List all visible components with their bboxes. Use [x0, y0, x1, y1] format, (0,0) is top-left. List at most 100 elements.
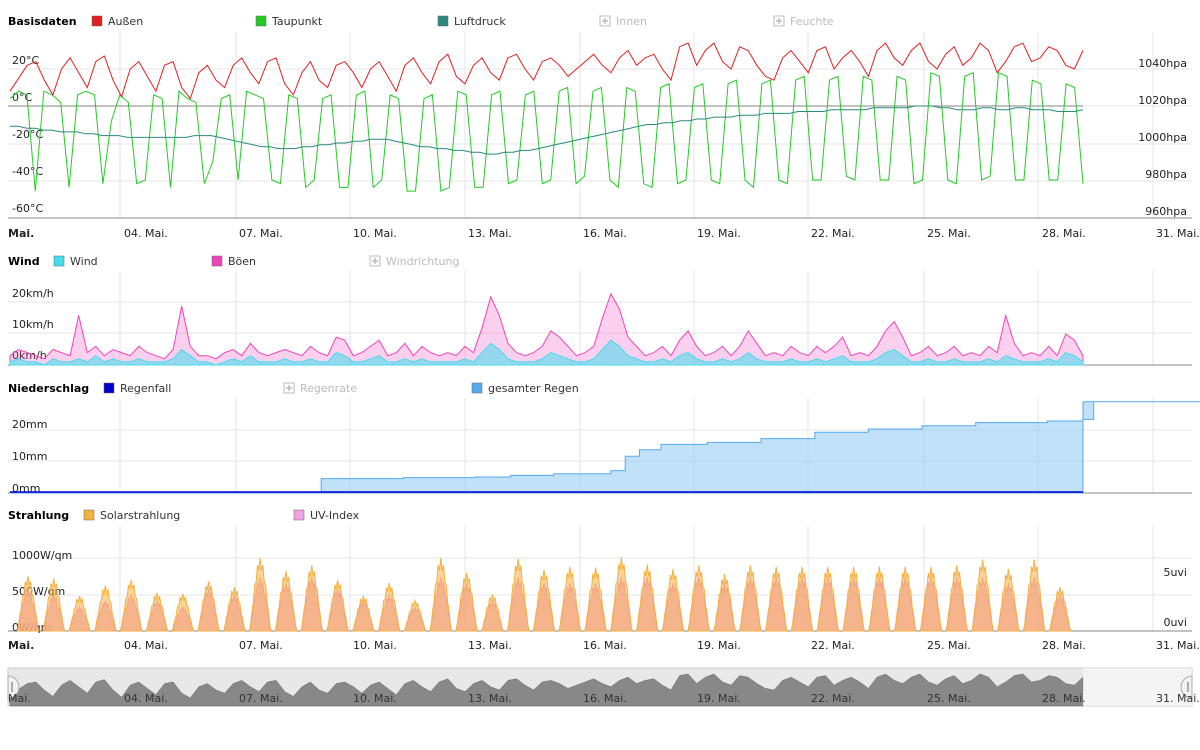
y-right-tick-1: 1020hpa [1138, 94, 1187, 107]
x-tick-basis-1: 04. Mai. [124, 227, 168, 240]
navigator-tick-4: 13. Mai. [468, 692, 512, 705]
legend-label: Regenrate [300, 382, 357, 395]
legend-item-luftdruck[interactable]: Luftdruck [437, 15, 506, 28]
y-right-tick-3: 980hpa [1145, 168, 1187, 181]
x-tick-solar-2: 07. Mai. [239, 639, 283, 652]
legend-label: UV-Index [310, 509, 360, 522]
y-left-wind-tick-0: 20km/h [12, 287, 54, 300]
y-right-tick-4: 960hpa [1145, 205, 1187, 218]
y-left-wind-tick-1: 10km/h [12, 318, 54, 331]
legend-item-regenfall[interactable]: Regenfall [103, 382, 171, 395]
series-luftdruck [10, 105, 1084, 155]
navigator-series [9, 673, 1084, 707]
x-tick-basis-7: 22. Mai. [811, 227, 855, 240]
solar-peak [790, 566, 814, 632]
solar-peak [532, 569, 556, 632]
solar-peak [274, 571, 298, 632]
y-right-tick-0: 1040hpa [1138, 57, 1187, 70]
legend-item-taupunkt[interactable]: Taupunkt [255, 15, 323, 28]
x-tick-basis-5: 16. Mai. [583, 227, 627, 240]
solar-peak [68, 595, 91, 632]
x-tick-solar-0: Mai. [8, 639, 34, 652]
solar-peak [16, 576, 40, 632]
y-left-rain-tick-0: 20mm [12, 418, 47, 431]
legend-item-uv-index[interactable]: UV-Index [293, 509, 360, 522]
y-left-tick-2: -20°C [12, 128, 43, 141]
solar-peak [171, 593, 195, 632]
series-wind [9, 339, 1084, 366]
navigator-tick-10: 31. Mai. [1156, 692, 1200, 705]
solar-peak [1022, 559, 1046, 632]
x-tick-basis-9: 28. Mai. [1042, 227, 1086, 240]
legend-item-solarstrahlung[interactable]: Solarstrahlung [83, 509, 180, 522]
legend-item-innen[interactable]: Innen [599, 15, 647, 28]
navigator-left-handle[interactable] [7, 675, 20, 699]
solar-peak [300, 565, 324, 632]
solar-peak [971, 559, 994, 632]
solar-peak [997, 568, 1020, 632]
y-left-wind-tick-2: 0km/h [12, 349, 47, 362]
legend-item-feuchte[interactable]: Feuchte [773, 15, 834, 28]
x-tick-basis-0: Mai. [8, 227, 34, 240]
x-tick-basis-3: 10. Mai. [353, 227, 397, 240]
series-boeen [9, 292, 1084, 366]
navigator-tick-9: 28. Mai. [1042, 692, 1086, 705]
legend-item-gesamter regen[interactable]: gesamter Regen [471, 382, 579, 395]
solar-peak [248, 557, 272, 632]
solar-peak [119, 579, 143, 632]
solar-peak [687, 565, 711, 632]
solar-peak [764, 566, 788, 632]
legend-item-wind[interactable]: Wind [53, 255, 98, 268]
legend-label: gesamter Regen [488, 382, 579, 395]
solar-peak [713, 574, 736, 632]
y-left-tick-0: 20°C [12, 54, 39, 67]
legend-item-windrichtung[interactable]: Windrichtung [369, 255, 459, 268]
legend-label: Taupunkt [271, 15, 323, 28]
x-tick-solar-4: 13. Mai. [468, 639, 512, 652]
solar-peak [481, 594, 504, 632]
solar-peak [506, 558, 530, 632]
legend-item-außen[interactable]: Außen [91, 15, 143, 28]
x-tick-solar-1: 04. Mai. [124, 639, 168, 652]
solar-peak [584, 567, 607, 632]
x-tick-basis-6: 19. Mai. [697, 227, 741, 240]
solar-peak [661, 568, 685, 632]
legend-label: Feuchte [790, 15, 834, 28]
navigator-tick-8: 25. Mai. [927, 692, 971, 705]
solar-peak [352, 595, 375, 632]
solar-peak [403, 598, 427, 632]
y-left-tick-3: -40°C [12, 165, 43, 178]
solar-peak [739, 565, 762, 632]
solar-peak [610, 557, 633, 632]
y-left-tick-4: -60°C [12, 202, 43, 215]
solar-peak [429, 557, 453, 632]
solar-peak [919, 566, 943, 632]
solar-peak [558, 566, 582, 632]
x-tick-solar-3: 10. Mai. [353, 639, 397, 652]
x-tick-basis-10: 31. Mai. [1156, 227, 1200, 240]
x-tick-solar-10: 31. Mai. [1156, 639, 1200, 652]
x-tick-solar-7: 22. Mai. [811, 639, 855, 652]
legend-item-böen[interactable]: Böen [211, 255, 256, 268]
solar-peak [223, 587, 246, 632]
y-left-solar-tick-0: 1000W/qm [12, 549, 72, 562]
solar-peak [94, 585, 117, 632]
navigator-tick-6: 19. Mai. [697, 692, 741, 705]
solar-peak [842, 566, 865, 632]
x-tick-solar-9: 28. Mai. [1042, 639, 1086, 652]
navigator-right-handle[interactable] [1180, 675, 1193, 699]
solar-peak [1048, 587, 1072, 632]
solar-peak [455, 572, 478, 632]
solar-peak [326, 579, 349, 632]
legend-item-regenrate[interactable]: Regenrate [283, 382, 357, 395]
legend-label: Solarstrahlung [100, 509, 180, 522]
navigator-tick-1: 04. Mai. [124, 692, 168, 705]
legend-label: Wind [70, 255, 98, 268]
navigator[interactable] [7, 667, 1193, 707]
solar-peak [868, 566, 891, 632]
x-tick-solar-6: 19. Mai. [697, 639, 741, 652]
navigator-tick-7: 22. Mai. [811, 692, 855, 705]
solar-peak [197, 581, 220, 632]
legend-label: Regenfall [120, 382, 171, 395]
x-tick-basis-8: 25. Mai. [927, 227, 971, 240]
